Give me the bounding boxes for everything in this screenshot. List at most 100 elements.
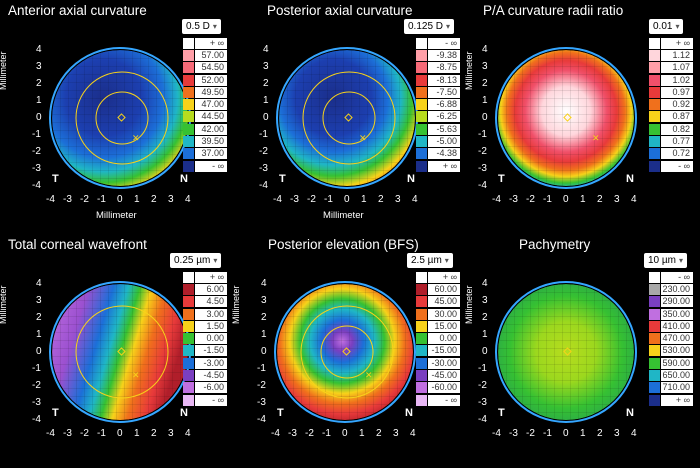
x-tick-label: 4 (410, 428, 416, 439)
chevron-down-icon: ▾ (446, 22, 451, 31)
map-pachymetry (495, 281, 637, 423)
x-tick-label: -3 (63, 194, 72, 205)
y-tick-label: 1 (36, 95, 42, 106)
y-tick-label: -1 (32, 363, 41, 374)
scale-row: -60.00 (416, 382, 460, 394)
scale-swatch (183, 394, 194, 406)
scale-swatch (416, 49, 427, 61)
map-grid (277, 284, 413, 420)
scale-row: -5.00 (416, 135, 460, 148)
x-tick-label: 2 (597, 428, 603, 439)
y-tick-label: -1 (32, 129, 41, 140)
scale-row: -8.75 (416, 62, 460, 74)
scale-row: + ∞ (649, 394, 693, 406)
y-tick-label: -2 (478, 380, 487, 391)
scale-label: 60.00 (428, 283, 460, 295)
y-tick-label: -3 (32, 397, 41, 408)
scale-row: 230.00 (649, 283, 693, 295)
step-dropdown[interactable]: 0.125 D ▾ (404, 19, 455, 34)
scale-row: 37.00 (183, 148, 227, 160)
x-tick-label: -4 (492, 428, 501, 439)
scale-swatch (649, 148, 660, 160)
scale-swatch (416, 136, 427, 148)
step-value: 10 µm (648, 255, 676, 266)
y-tick-label: -2 (259, 146, 268, 157)
map-wavefront: ✕ (49, 281, 191, 423)
scale-label: 710.00 (661, 382, 693, 394)
y-tick-label: 1 (482, 329, 488, 340)
y-tick-label: -1 (259, 129, 268, 140)
y-tick-label: -3 (478, 163, 487, 174)
scale-label: 57.00 (195, 49, 227, 61)
x-tick-label: 4 (412, 194, 418, 205)
scale-row: 0.00 (416, 332, 460, 345)
x-tick-label: -3 (290, 194, 299, 205)
temporal-label: T (498, 173, 505, 185)
step-dropdown[interactable]: 0.25 µm ▾ (170, 253, 222, 268)
scale-swatch (649, 296, 660, 308)
map-grid (498, 50, 634, 186)
panel-title: Posterior elevation (BFS) (268, 237, 419, 252)
scale-swatch (416, 123, 427, 135)
y-axis-label: Millimeter (0, 285, 8, 324)
step-dropdown[interactable]: 0.01 ▾ (649, 19, 684, 34)
scale-label: 1.50 (195, 320, 227, 332)
scale-swatch (649, 74, 660, 86)
scale-swatch (649, 62, 660, 74)
scale-row: 590.00 (649, 357, 693, 369)
scale-swatch (183, 136, 194, 148)
y-tick-label: -2 (32, 146, 41, 157)
scale-row: - ∞ (183, 394, 227, 406)
y-tick-label: -3 (257, 397, 266, 408)
scale-label: - ∞ (195, 394, 227, 406)
scale-row: 54.50 (183, 62, 227, 74)
scale-row: + ∞ (649, 37, 693, 49)
step-dropdown[interactable]: 0.5 D ▾ (182, 19, 221, 34)
x-tick-label: -1 (97, 194, 106, 205)
scale-row: 0.97 (649, 86, 693, 98)
x-tick-label: -2 (305, 428, 314, 439)
scale-label: -15.00 (428, 345, 460, 357)
x-tick-label: -1 (97, 428, 106, 439)
step-dropdown[interactable]: 10 µm ▾ (644, 253, 688, 268)
x-tick-label: 2 (378, 194, 384, 205)
scale-swatch (416, 382, 427, 394)
scale-swatch (183, 357, 194, 369)
scale-label: 0.00 (195, 333, 227, 345)
scale-row: + ∞ (183, 37, 227, 49)
scale-label: + ∞ (195, 37, 227, 49)
scale-swatch (183, 308, 194, 320)
scale-label: 530.00 (661, 345, 693, 357)
scale-swatch (416, 357, 427, 369)
scale-swatch (183, 283, 194, 295)
y-tick-label: -1 (478, 363, 487, 374)
x-tick-label: 3 (393, 428, 399, 439)
scale-row: 39.50 (183, 135, 227, 148)
scale-row: 45.00 (416, 296, 460, 308)
scale-row: 6.00 (183, 283, 227, 295)
color-scale: + ∞ 6.00 4.50 3.00 1.50 0.00 -1.50 -3.00 -4.50 -6… (183, 271, 227, 406)
scale-row: 15.00 (416, 320, 460, 332)
scale-row: 290.00 (649, 296, 693, 308)
step-dropdown[interactable]: 2.5 µm ▾ (407, 253, 453, 268)
scale-swatch (649, 123, 660, 135)
scale-row: -5.63 (416, 123, 460, 135)
scale-label: + ∞ (661, 394, 693, 406)
apex-marker (563, 347, 572, 356)
scale-label: -6.25 (428, 111, 460, 123)
nasal-label: N (180, 173, 188, 185)
scale-label: 3.00 (195, 308, 227, 320)
y-tick-label: 1 (36, 329, 42, 340)
x-tick-label: 4 (185, 428, 191, 439)
scale-label: -6.00 (195, 382, 227, 394)
scale-label: 230.00 (661, 283, 693, 295)
scale-label: -5.00 (428, 136, 460, 148)
scale-label: -45.00 (428, 370, 460, 382)
scale-row: 3.00 (183, 308, 227, 320)
color-scale: + ∞ 1.12 1.07 1.02 0.97 0.92 0.87 0.82 0.77 0.72-… (649, 37, 693, 172)
y-tick-label: -4 (478, 414, 487, 425)
y-tick-label: -3 (478, 397, 487, 408)
scale-row: 0.82 (649, 123, 693, 135)
y-tick-label: 3 (482, 61, 488, 72)
scale-row: 710.00 (649, 382, 693, 394)
